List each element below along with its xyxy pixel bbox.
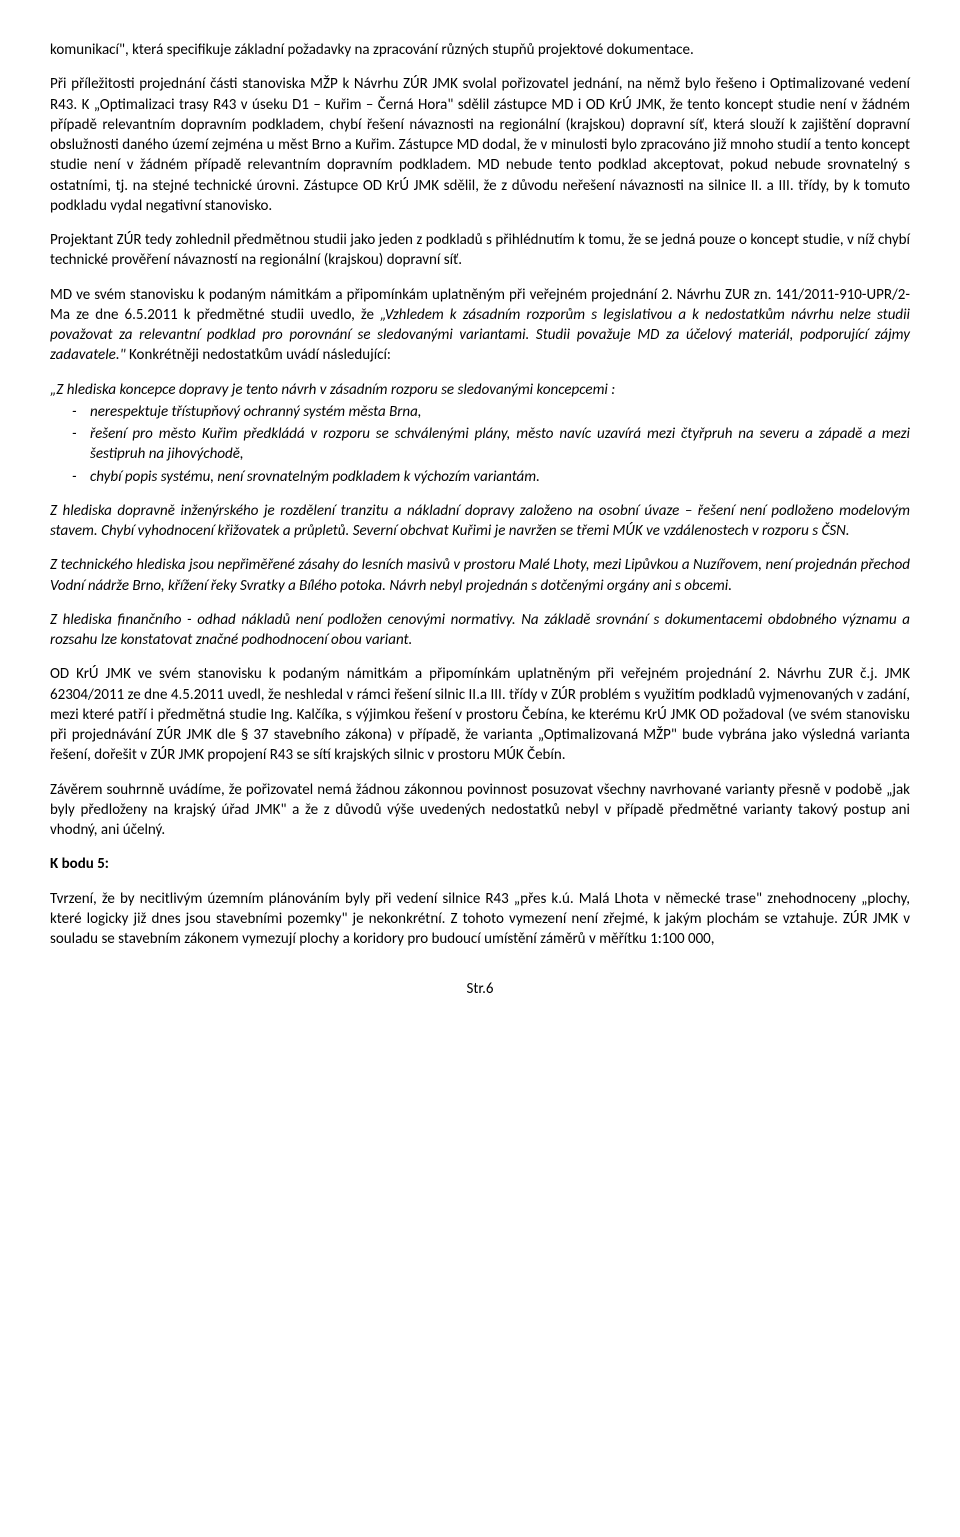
section-heading: K bodu 5: [50, 854, 910, 874]
page-footer: Str.6 [50, 979, 910, 999]
paragraph-6: Z hlediska dopravně inženýrského je rozd… [50, 501, 910, 542]
paragraph-4: MD ve svém stanovisku k podaným námitkám… [50, 285, 910, 366]
paragraph-3: Projektant ZÚR tedy zohlednil předmětnou… [50, 230, 910, 271]
bullet-list: nerespektuje třístupňový ochranný systém… [50, 402, 910, 487]
paragraph-11: Tvrzení, že by necitlivým územním plánov… [50, 889, 910, 950]
paragraph-4-tail: Konkrétněji nedostatkům uvádí následujíc… [126, 346, 391, 364]
list-item-1: nerespektuje třístupňový ochranný systém… [90, 402, 910, 422]
paragraph-9: OD KrÚ JMK ve svém stanovisku k podaným … [50, 664, 910, 765]
list-item-3: chybí popis systému, není srovnatelným p… [90, 467, 910, 487]
list-item-2: řešení pro město Kuřim předkládá v rozpo… [90, 424, 910, 465]
paragraph-7: Z technického hlediska jsou nepřiměřené … [50, 555, 910, 596]
paragraph-10: Závěrem souhrnně uvádíme, že pořizovatel… [50, 780, 910, 841]
paragraph-2: Při příležitosti projednání části stanov… [50, 74, 910, 216]
paragraph-1: komunikací", která specifikuje základní … [50, 40, 910, 60]
paragraph-5-intro: „Z hlediska koncepce dopravy je tento ná… [50, 380, 910, 400]
paragraph-8: Z hlediska finančního - odhad nákladů ne… [50, 610, 910, 651]
